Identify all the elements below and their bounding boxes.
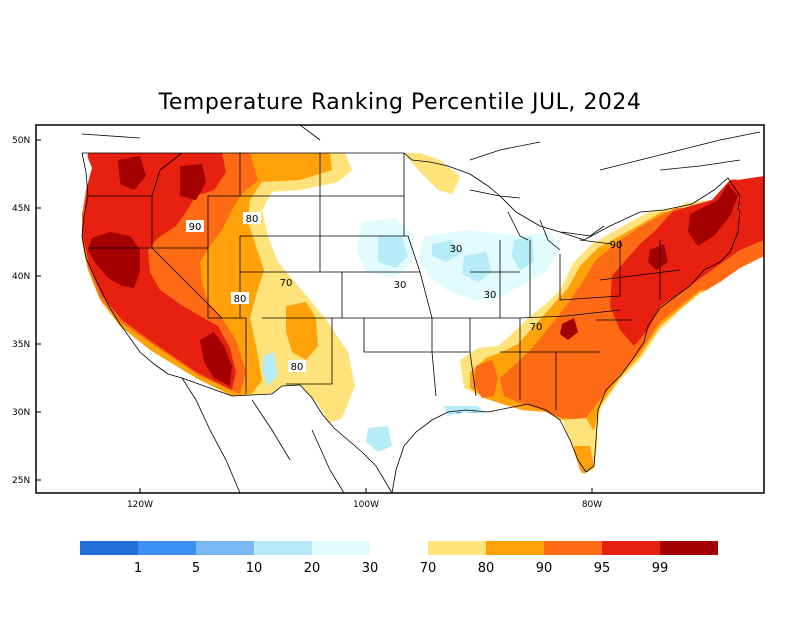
great-lakes <box>469 189 613 251</box>
tx-20-area <box>366 426 392 452</box>
midwest-20-area-c <box>462 252 492 282</box>
midwest-20-area-b <box>432 240 460 262</box>
contour-label: 70 <box>530 322 543 333</box>
midwest-20-area-a <box>378 236 408 268</box>
ms-90-area <box>474 360 498 398</box>
lon-label-120w: 120W <box>127 500 153 510</box>
legend-label: 30 <box>362 561 379 576</box>
west-95-area <box>82 153 236 390</box>
nc-99-area <box>560 318 578 340</box>
legend-label: 20 <box>304 561 321 576</box>
state-lines-east <box>432 240 681 410</box>
contour-label: 90 <box>189 222 202 233</box>
lon-label-80w: 80W <box>582 500 602 510</box>
contour-label: 80 <box>234 294 247 305</box>
canada-border <box>82 152 741 241</box>
gulf-coast <box>391 403 597 493</box>
contour-label: 30 <box>450 244 463 255</box>
lat-label-50n: 50N <box>12 136 30 146</box>
pa-99-area <box>648 244 668 270</box>
percentile-fill-layer <box>80 153 764 474</box>
lat-label-35n: 35N <box>12 340 30 350</box>
gulf-mask <box>392 410 590 493</box>
nm-80-area <box>286 302 318 360</box>
legend-swatch <box>428 541 486 555</box>
canada-mask <box>36 125 764 244</box>
legend-swatch <box>254 541 312 555</box>
legend-swatch <box>138 541 196 555</box>
atlantic-mask <box>590 256 764 493</box>
legend-swatch <box>80 541 138 555</box>
boundary-layer <box>81 125 761 493</box>
canada-lines <box>81 125 761 171</box>
az-99-area <box>200 332 232 386</box>
contour-label-layer: 90 80 80 70 80 30 30 30 70 90 <box>186 212 622 373</box>
id-99-area <box>180 164 206 200</box>
legend-label: 99 <box>652 561 669 576</box>
land-mask-layer <box>36 125 764 493</box>
az-20-area <box>262 352 278 386</box>
map-title: Temperature Ranking Percentile JUL, 2024 <box>158 90 642 115</box>
lat-label-30n: 30N <box>12 408 30 418</box>
legend-label: 80 <box>478 561 495 576</box>
lat-label-40n: 40N <box>12 272 30 282</box>
lat-label-25n: 25N <box>12 476 30 486</box>
legend-swatch <box>196 541 254 555</box>
color-legend: 1 5 10 20 30 70 80 90 95 99 <box>80 541 718 576</box>
pacific-coast <box>81 152 183 379</box>
contour-label: 30 <box>484 290 497 301</box>
pacific-mask <box>36 125 240 493</box>
legend-label: 5 <box>192 561 200 576</box>
atlantic-coast <box>595 209 741 441</box>
contour-label: 90 <box>610 240 623 251</box>
legend-label: 95 <box>594 561 611 576</box>
ne-99-area <box>688 184 738 246</box>
mexico-border <box>181 377 393 493</box>
contour-label: 80 <box>246 214 259 225</box>
legend-swatch <box>660 541 718 555</box>
mexico-lines <box>181 377 345 493</box>
legend-swatch <box>312 541 370 555</box>
legend-swatch <box>602 541 660 555</box>
nw-99-area <box>118 156 146 190</box>
legend-label: 10 <box>246 561 263 576</box>
ca-99-area <box>88 232 140 288</box>
legend-label: 90 <box>536 561 553 576</box>
legend-label: 1 <box>134 561 142 576</box>
lon-label-100w: 100W <box>353 500 379 510</box>
contour-label: 80 <box>291 362 304 373</box>
mexico-mask <box>232 385 392 493</box>
midwest-20-area-d <box>512 236 534 270</box>
legend-swatch <box>544 541 602 555</box>
legend-swatch <box>486 541 544 555</box>
contour-label: 30 <box>394 280 407 291</box>
legend-label: 70 <box>420 561 437 576</box>
contour-label: 70 <box>280 278 293 289</box>
state-lines-central <box>320 153 477 397</box>
tick-marks <box>36 139 593 493</box>
lat-label-45n: 45N <box>12 204 30 214</box>
map-frame <box>35 124 765 494</box>
